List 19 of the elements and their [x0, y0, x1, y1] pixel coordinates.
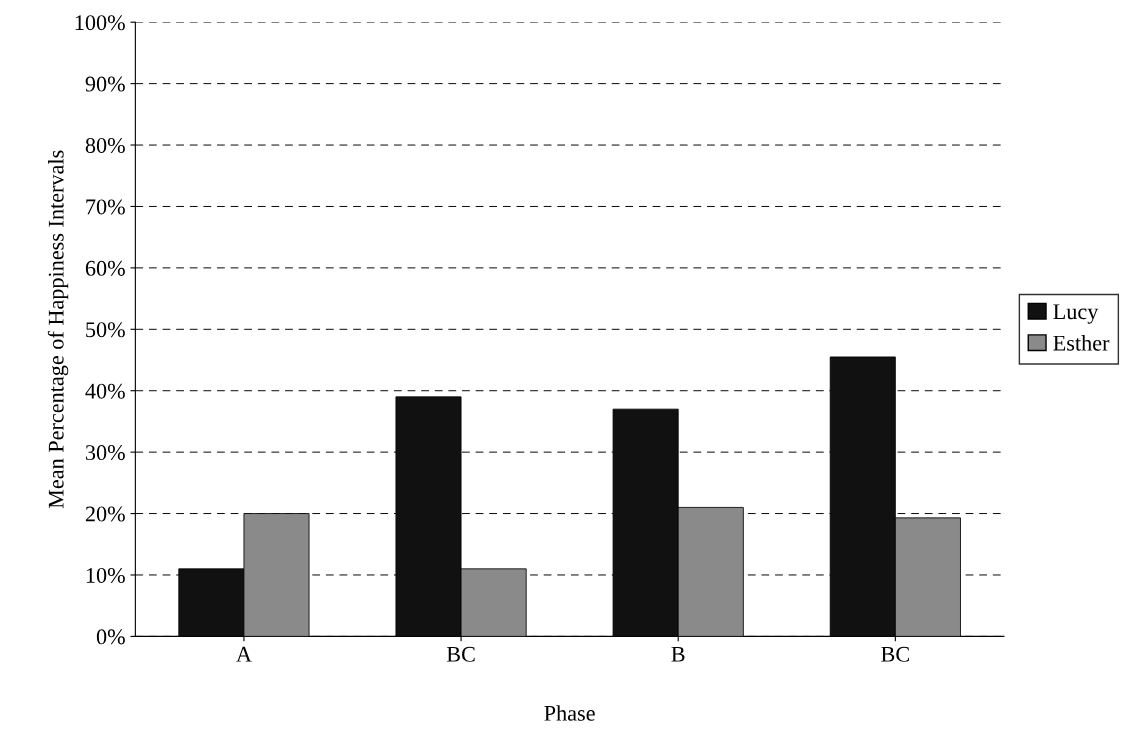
x-tick-label: B — [671, 646, 685, 662]
y-tick-label: 40% — [85, 383, 125, 399]
x-tick-label: BC — [881, 646, 909, 662]
x-axis-title: Phase — [544, 705, 595, 721]
y-tick-label: 70% — [86, 199, 125, 215]
y-tick-label: 20% — [85, 506, 125, 522]
legend-label: Esther — [1053, 335, 1110, 351]
y-axis-title: Mean Percentage of Happiness Intervals — [47, 150, 69, 509]
y-tick-label: 30% — [85, 445, 125, 461]
y-tick-label: 50% — [86, 322, 125, 338]
y-tick-label: 0% — [96, 629, 125, 645]
y-tick-label: 10% — [86, 567, 125, 583]
x-tick-label: A — [236, 646, 252, 662]
y-tick-label: 60% — [85, 260, 125, 276]
legend-label: Lucy — [1053, 304, 1099, 324]
y-tick-label: 80% — [85, 137, 125, 154]
x-tick-label: BC — [446, 646, 475, 662]
y-tick-label: 90% — [85, 76, 125, 92]
y-tick-label: 100% — [75, 15, 125, 31]
